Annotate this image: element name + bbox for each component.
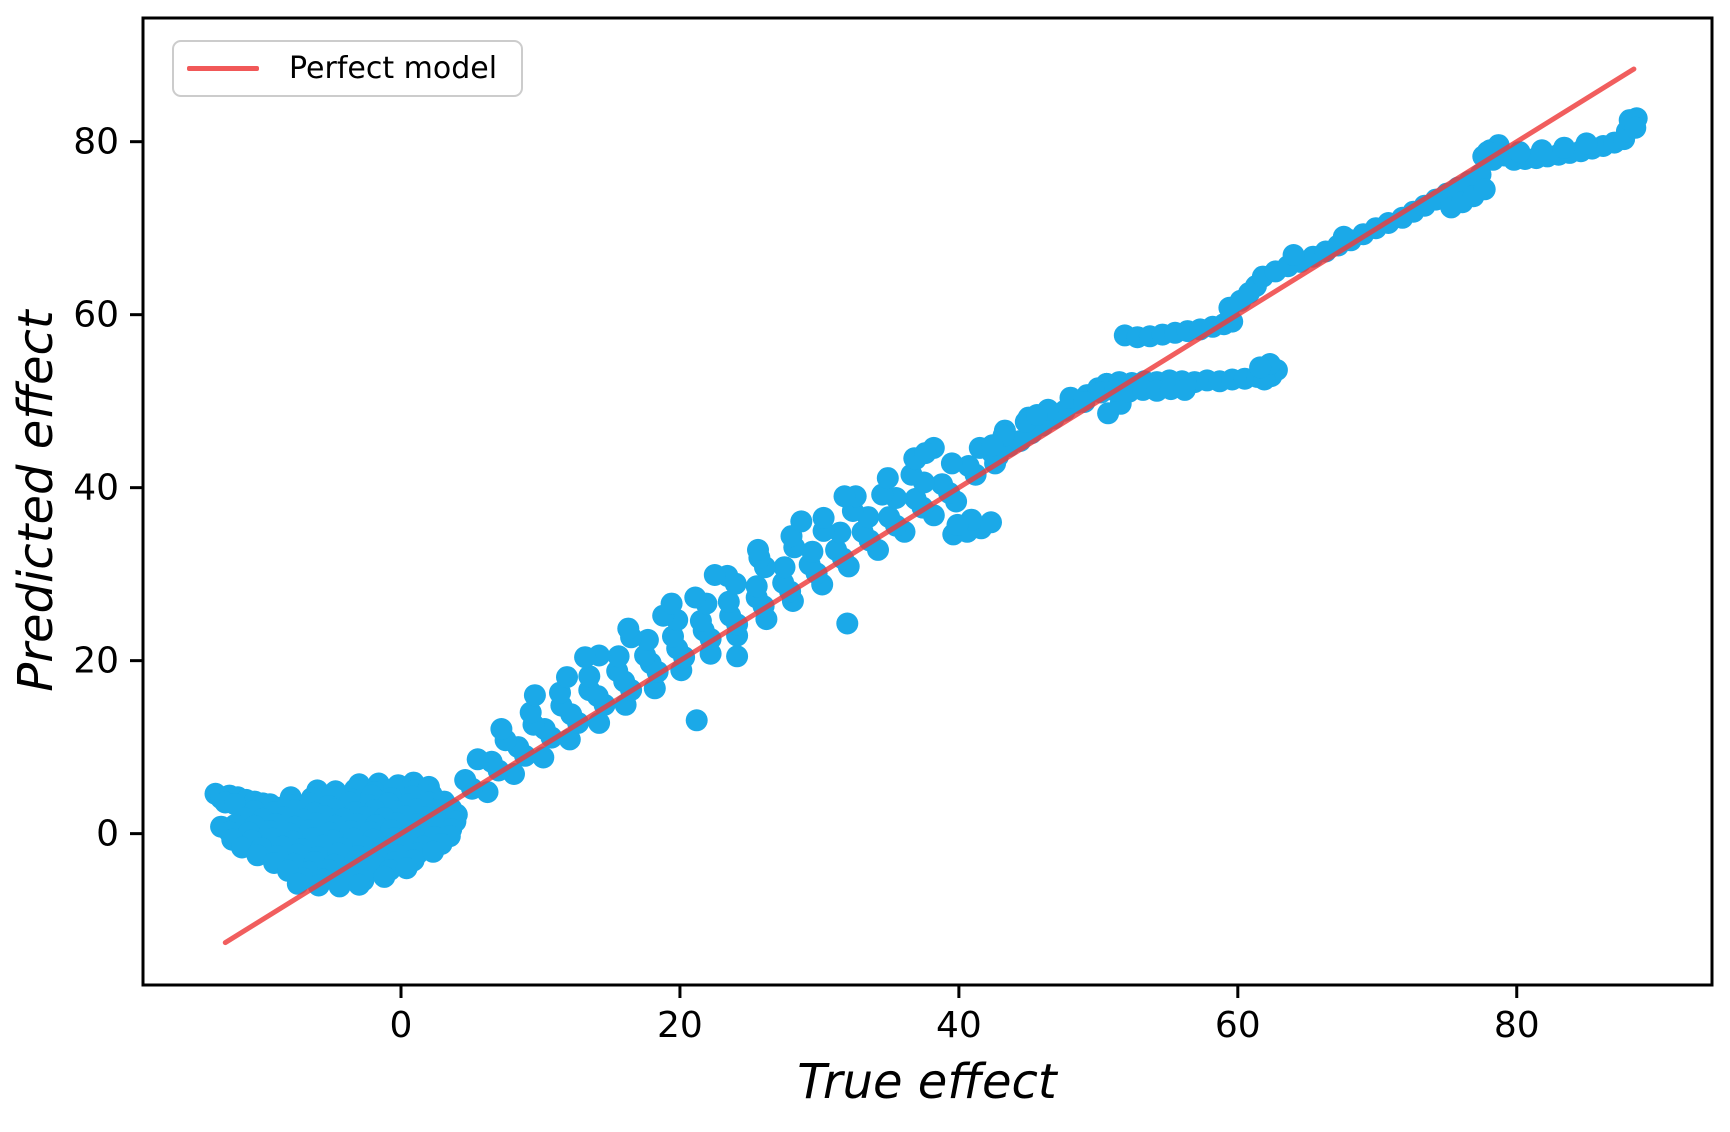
scatter-point xyxy=(636,628,659,651)
scatter-point xyxy=(532,746,555,769)
scatter-point xyxy=(745,575,768,598)
scatter-point xyxy=(904,487,927,510)
scatter-point xyxy=(946,513,969,536)
scatter-point xyxy=(684,586,707,609)
x-tick-label: 60 xyxy=(1215,1005,1261,1046)
perfect-model-line xyxy=(222,66,1637,946)
scatter-point xyxy=(1282,244,1305,266)
x-tick-label: 20 xyxy=(657,1005,703,1046)
scatter-point xyxy=(878,506,901,529)
scatter-point xyxy=(617,617,640,640)
scatter-point xyxy=(523,684,546,707)
scatter-point xyxy=(556,666,578,689)
scatter-series xyxy=(204,107,1648,898)
scatter-point xyxy=(348,873,371,896)
scatter-point xyxy=(1249,356,1272,379)
x-tick-label: 0 xyxy=(390,1005,413,1046)
scatter-point xyxy=(1575,132,1598,155)
scatter-point xyxy=(246,844,269,867)
x-tick-label: 80 xyxy=(1494,1005,1540,1046)
x-axis-label: True effect xyxy=(797,1054,1059,1110)
scatter-point xyxy=(829,521,852,544)
scatter-point xyxy=(660,592,683,615)
scatter-point xyxy=(801,540,824,563)
scatter-point xyxy=(790,510,813,533)
scatter-point xyxy=(454,769,477,791)
scatter-point xyxy=(747,538,769,561)
scatter-point xyxy=(931,473,954,496)
scatter-point xyxy=(980,511,1002,534)
scatter-point xyxy=(328,875,351,898)
x-tick-label: 40 xyxy=(936,1005,982,1046)
scatter-point xyxy=(825,538,848,561)
y-tick-label: 80 xyxy=(73,122,119,163)
scatter-point xyxy=(871,483,894,506)
legend: Perfect model xyxy=(172,40,524,97)
legend-line-swatch xyxy=(187,66,259,71)
scatter-point xyxy=(773,556,796,579)
scatter-point xyxy=(643,677,666,700)
scatter-point xyxy=(373,865,396,888)
scatter-point xyxy=(717,590,740,613)
scatter-point xyxy=(1508,141,1531,164)
scatter-point xyxy=(981,434,1004,457)
scatter-point xyxy=(833,485,856,508)
scatter-point xyxy=(940,452,963,475)
scatter-point xyxy=(422,840,445,863)
axis-ticks: 0 20 40 60 80 0 20 40 60 80 xyxy=(73,122,1539,1046)
scatter-point xyxy=(703,564,726,586)
scatter-point xyxy=(1473,178,1496,201)
scatter-point xyxy=(957,455,980,477)
scatter-point xyxy=(588,711,611,734)
scatter-point xyxy=(574,646,597,669)
scatter-point xyxy=(914,442,937,465)
scatter-point xyxy=(836,612,859,635)
y-tick-label: 20 xyxy=(73,641,119,682)
scatter-point xyxy=(1530,139,1553,162)
scatter-point xyxy=(1553,136,1576,159)
scatter-point xyxy=(395,857,418,880)
y-tick-label: 60 xyxy=(73,295,119,336)
scatter-point xyxy=(1173,378,1196,401)
scatter-point xyxy=(812,506,835,529)
scatter-point xyxy=(1624,116,1647,139)
scatter-point xyxy=(685,709,708,732)
plot-border xyxy=(141,16,1714,987)
y-axis-label: Predicted effect xyxy=(8,308,64,692)
y-tick-label: 0 xyxy=(96,814,119,855)
scatter-point xyxy=(876,467,899,490)
scatter-point xyxy=(286,872,309,895)
y-tick-label: 40 xyxy=(73,468,119,509)
scatter-point xyxy=(578,665,601,688)
legend-label: Perfect model xyxy=(289,51,498,86)
scatter-point xyxy=(726,645,749,668)
scatter-point xyxy=(689,609,712,632)
scatter-point xyxy=(1026,404,1048,426)
scatter-point xyxy=(466,748,489,771)
scatter-point xyxy=(519,701,542,724)
scatter-point xyxy=(1332,225,1355,248)
scatter-point xyxy=(607,645,630,668)
scatter-point xyxy=(490,718,513,740)
